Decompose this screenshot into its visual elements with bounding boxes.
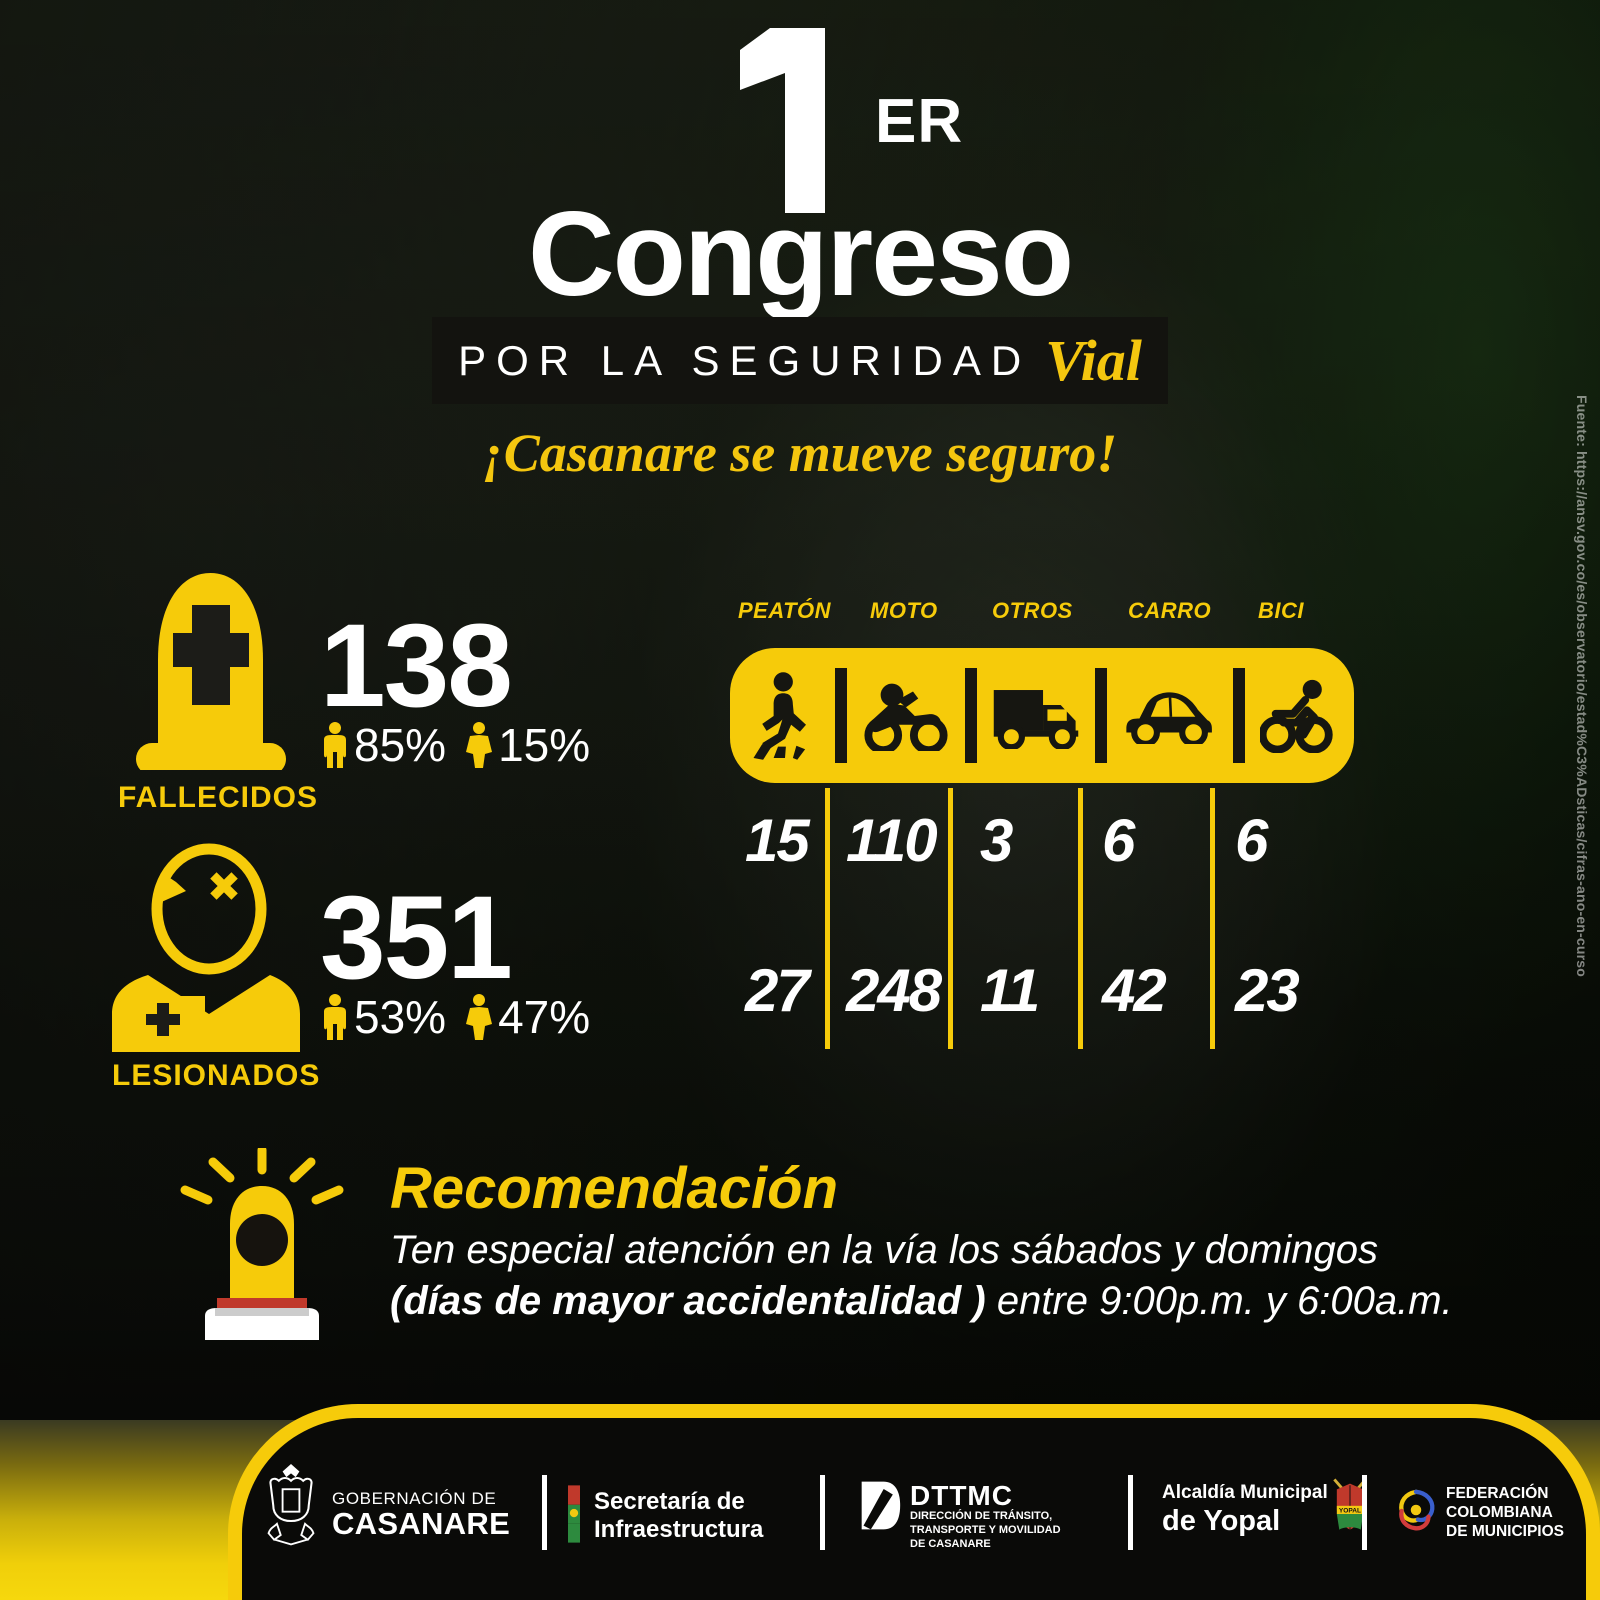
svg-text:YOPAL: YOPAL <box>1339 1507 1361 1514</box>
